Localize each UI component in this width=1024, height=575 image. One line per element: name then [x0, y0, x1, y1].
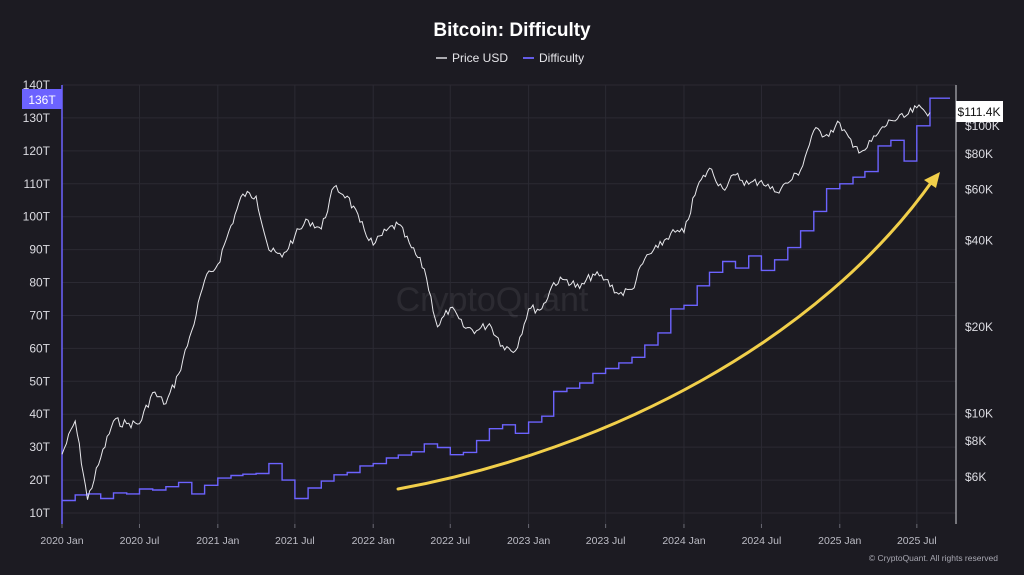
left-tick-label: 70T: [29, 308, 50, 322]
left-tick-label: 110T: [24, 177, 51, 191]
left-tick-label: 90T: [29, 243, 50, 257]
legend-item-price[interactable]: Price USD: [436, 51, 508, 65]
price-badge-box: [956, 101, 1003, 122]
left-axis: 10T 20T 30T 40T 50T 60T 70T 80T 90T 100T 110T 120T 1…: [23, 78, 51, 520]
x-tick-label: 2020 Jul: [120, 535, 160, 547]
left-tick-label: 10T: [29, 506, 50, 520]
left-tick-label: 120T: [23, 144, 51, 158]
left-tick-label: 80T: [29, 276, 50, 290]
x-tick-label: 2020 Jan: [40, 535, 83, 547]
trend-arrow-curve: [396, 178, 935, 491]
x-tick-label: 2021 Jan: [196, 535, 239, 547]
left-tick-label: 100T: [23, 210, 51, 224]
x-tick-label: 2024 Jul: [742, 535, 782, 547]
difficulty-series-line: [62, 97, 950, 502]
legend-item-difficulty[interactable]: Difficulty: [523, 51, 584, 65]
right-axis: $6K $8K $10K $20K $40K $60K $80K $100K: [965, 119, 1000, 484]
x-axis: 2020 Jan 2020 Jul 2021 Jan 2021 Jul 2022 Jan…: [40, 524, 937, 547]
difficulty-badge-label: 136T: [28, 93, 56, 107]
x-tick-label: 2024 Jan: [662, 535, 705, 547]
right-tick-label: $80K: [965, 147, 993, 161]
difficulty-badge-box: [22, 89, 62, 109]
chart-title: Bitcoin: Difficulty: [433, 20, 591, 41]
left-tick-label: 30T: [29, 440, 50, 454]
price-badge-label: $111.4K: [958, 105, 1001, 119]
right-tick-label: $20K: [965, 320, 993, 334]
x-tick-label: 2025 Jul: [897, 535, 937, 547]
right-tick-label: $40K: [965, 233, 993, 247]
right-tick-label: $10K: [965, 406, 993, 420]
left-tick-label: 20T: [29, 473, 50, 487]
x-tick-label: 2022 Jul: [430, 535, 470, 547]
legend-label-difficulty: Difficulty: [539, 51, 584, 65]
price-series-line: [61, 104, 931, 500]
right-tick-label: $60K: [965, 183, 993, 197]
left-tick-label: 130T: [23, 111, 51, 125]
right-tick-label: $6K: [965, 470, 986, 484]
copyright-notice: © CryptoQuant. All rights reserved: [869, 553, 998, 563]
left-tick-label: 50T: [29, 374, 50, 388]
x-tick-label: 2023 Jan: [507, 535, 550, 547]
right-tick-label: $100K: [965, 119, 1000, 133]
legend: Price USD Difficulty: [436, 51, 584, 65]
left-tick-label: 60T: [29, 341, 50, 355]
legend-label-price: Price USD: [452, 51, 508, 65]
trend-arrow: [396, 172, 940, 491]
x-tick-label: 2025 Jan: [818, 535, 861, 547]
price-current-badge: $111.4K: [956, 101, 1003, 122]
left-tick-label: 140T: [23, 78, 51, 92]
x-tick-label: 2022 Jan: [352, 535, 395, 547]
difficulty-current-badge: 136T: [22, 89, 62, 109]
x-tick-label: 2023 Jul: [586, 535, 626, 547]
left-tick-label: 40T: [29, 407, 50, 421]
x-tick-label: 2021 Jul: [275, 535, 315, 547]
trend-arrow-head: [924, 172, 940, 188]
right-tick-label: $8K: [965, 434, 986, 448]
watermark: CryptoQuant: [396, 281, 589, 319]
